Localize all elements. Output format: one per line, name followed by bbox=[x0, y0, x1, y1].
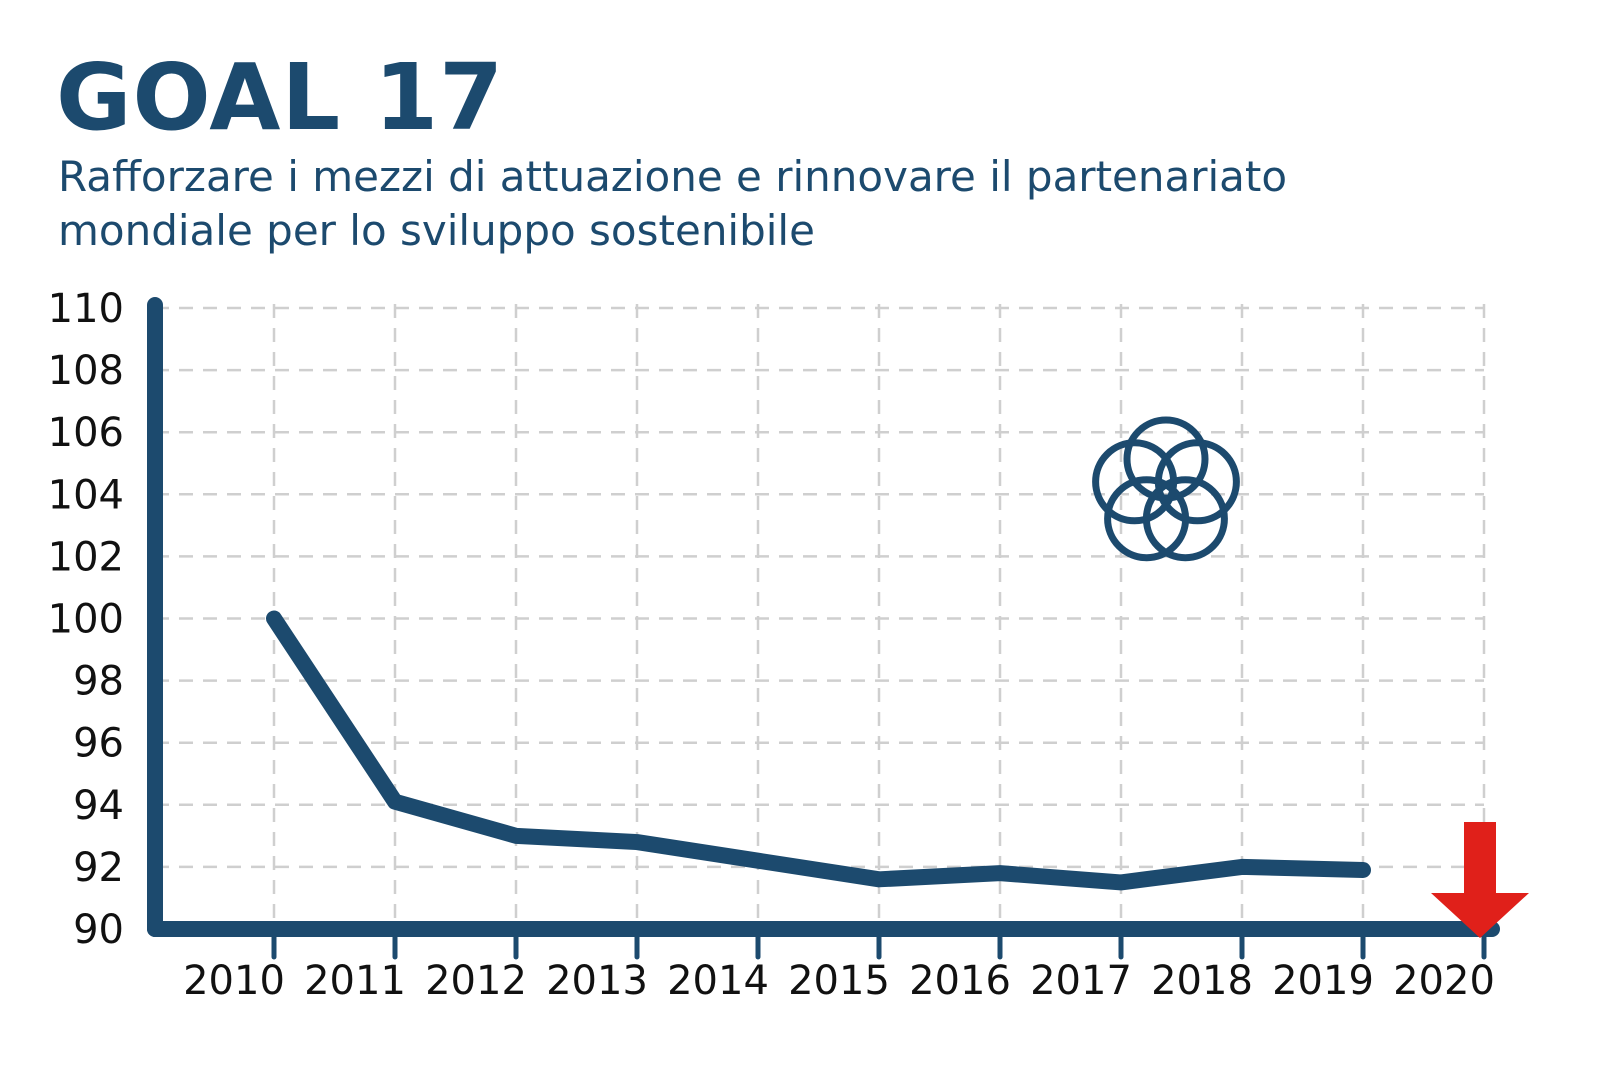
y-tick-label: 104 bbox=[48, 472, 124, 518]
series-line bbox=[266, 610, 1371, 891]
down-arrow-shape bbox=[1431, 822, 1529, 938]
down-arrow-icon bbox=[1431, 822, 1529, 938]
logo-ring bbox=[1092, 439, 1178, 525]
y-tick-label: 106 bbox=[48, 410, 124, 456]
y-tick-label: 100 bbox=[48, 597, 124, 643]
chart-axes bbox=[147, 297, 1500, 937]
page-subtitle: Rafforzare i mezzi di attuazione e rinno… bbox=[58, 152, 1288, 255]
x-tick-label: 2013 bbox=[546, 958, 648, 1004]
y-tick-label: 90 bbox=[73, 907, 124, 953]
x-tick-label: 2010 bbox=[183, 958, 285, 1004]
x-tick-label: 2016 bbox=[909, 958, 1011, 1004]
five-circles-icon bbox=[1092, 416, 1240, 562]
y-tick-label: 94 bbox=[73, 783, 124, 829]
chart-series bbox=[266, 610, 1371, 891]
page-title: GOAL 17 bbox=[56, 44, 505, 151]
y-tick-label: 96 bbox=[73, 721, 124, 767]
y-tick-label: 110 bbox=[48, 286, 124, 332]
y-tick-label: 102 bbox=[48, 534, 124, 580]
x-axis-ticks: 2010 2011 2012 2013 2014 2015 2016 2017 2018 2019… bbox=[183, 926, 1495, 1004]
x-tick-label: 2012 bbox=[425, 958, 527, 1004]
x-tick-label: 2014 bbox=[667, 958, 769, 1004]
logo-ring bbox=[1123, 416, 1209, 502]
y-tick-label: 108 bbox=[48, 348, 124, 394]
logo-ring bbox=[1104, 476, 1190, 562]
x-tick-label: 2011 bbox=[304, 958, 406, 1004]
x-tick-label: 2020 bbox=[1393, 958, 1495, 1004]
y-tick-label: 98 bbox=[73, 659, 124, 705]
chart-grid bbox=[155, 304, 1486, 929]
x-tick-label: 2018 bbox=[1151, 958, 1253, 1004]
x-tick-label: 2019 bbox=[1272, 958, 1374, 1004]
x-tick-label: 2017 bbox=[1030, 958, 1132, 1004]
x-tick-label: 2015 bbox=[788, 958, 890, 1004]
y-axis-ticks: 110 108 106 104 102 100 98 96 94 92 90 bbox=[48, 286, 124, 953]
y-tick-label: 92 bbox=[73, 845, 124, 891]
